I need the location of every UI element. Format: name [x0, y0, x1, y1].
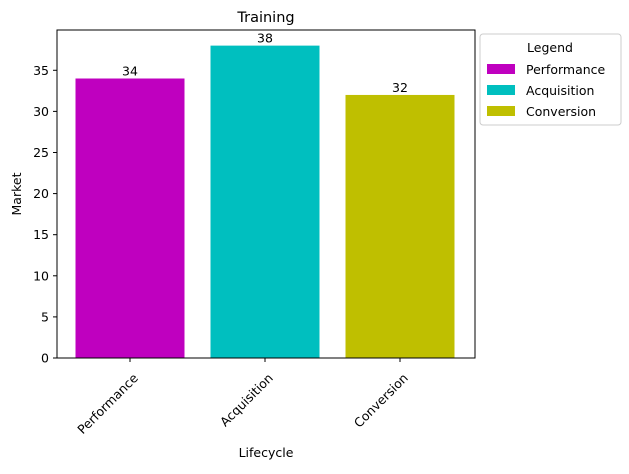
legend-swatch-acquisition [487, 85, 515, 95]
y-tick-label-25: 25 [33, 145, 49, 160]
legend-swatch-performance [487, 64, 515, 74]
y-axis: 0 5 10 15 20 25 30 35 [33, 63, 57, 366]
plot-frame [56, 29, 476, 359]
bar-label-acquisition: 38 [257, 31, 273, 46]
y-tick-label-15: 15 [33, 227, 49, 242]
x-axis-label: Lifecycle [239, 445, 294, 460]
y-axis-label: Market [9, 172, 24, 215]
bar-performance [75, 78, 185, 358]
legend-entries: Performance Acquisition Conversion [487, 62, 606, 119]
legend-frame [479, 33, 622, 126]
x-tick-label-performance: Performance [74, 370, 141, 437]
bar-value-labels: 34 38 32 [122, 31, 408, 95]
y-tick-label-5: 5 [41, 309, 49, 324]
bar-label-conversion: 32 [392, 80, 408, 95]
x-tick-label-acquisition: Acquisition [217, 370, 276, 429]
chart-title: Training [236, 10, 294, 26]
x-axis: Performance Acquisition Conversion [74, 358, 411, 437]
y-tick-label-35: 35 [33, 63, 49, 78]
y-tick-label-20: 20 [33, 186, 49, 201]
legend: Legend Performance Acquisition Conversion [479, 33, 622, 126]
legend-label-performance: Performance [526, 62, 606, 77]
legend-title: Legend [527, 40, 573, 55]
bar-acquisition [210, 45, 320, 358]
bars-group [75, 45, 455, 358]
y-tick-label-30: 30 [33, 104, 49, 119]
bar-label-performance: 34 [122, 64, 138, 79]
legend-label-conversion: Conversion [526, 104, 596, 119]
x-tick-label-conversion: Conversion [351, 370, 411, 430]
legend-label-acquisition: Acquisition [526, 83, 594, 98]
legend-swatch-conversion [487, 106, 515, 116]
y-tick-label-10: 10 [33, 268, 49, 283]
y-tick-label-0: 0 [41, 351, 49, 366]
bar-conversion [345, 94, 455, 358]
